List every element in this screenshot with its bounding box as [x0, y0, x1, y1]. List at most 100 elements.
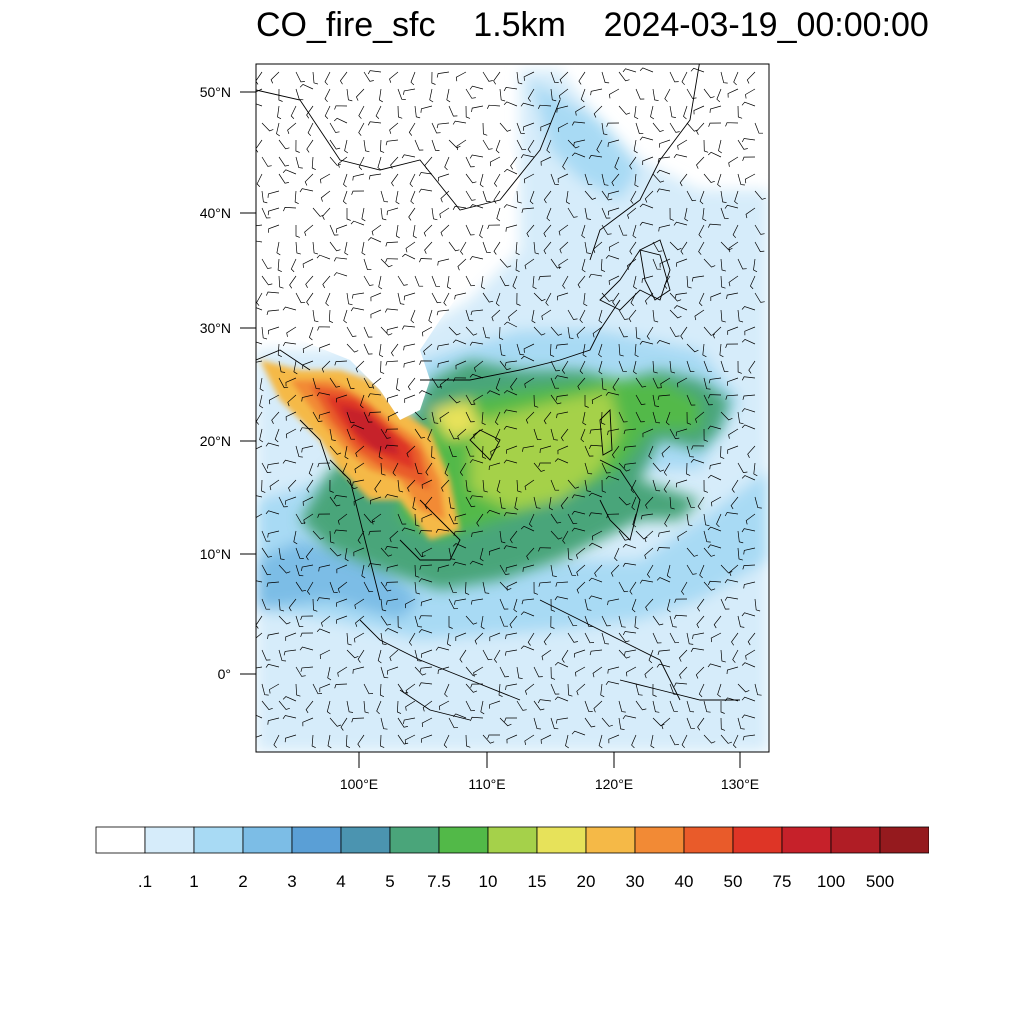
wind-barb [480, 700, 485, 715]
wind-barb [320, 190, 331, 202]
wind-barb [538, 547, 552, 552]
wind-barb [516, 71, 523, 85]
wind-barb [679, 173, 688, 187]
wind-barb [562, 275, 569, 289]
wind-barb [300, 666, 314, 672]
wind-barb [346, 292, 353, 306]
wind-barb [339, 71, 348, 85]
wind-barb [369, 496, 382, 505]
wind-barb [673, 614, 688, 620]
wind-barb [652, 394, 660, 407]
wind-barb [584, 207, 592, 220]
wind-barb [588, 273, 603, 278]
wind-barb [546, 207, 552, 222]
wind-barb [405, 700, 416, 711]
wind-barb [584, 445, 594, 457]
wind-barb [437, 258, 450, 266]
wind-barb [333, 529, 348, 534]
wind-barb [300, 632, 314, 638]
wind-barb [640, 513, 654, 520]
wind-barb [522, 445, 535, 452]
wind-barb [669, 683, 678, 695]
wind-barb [295, 241, 301, 255]
wind-barb [454, 513, 467, 522]
wind-barb [533, 717, 541, 730]
wind-barb [372, 377, 382, 389]
wind-barb [724, 579, 739, 584]
wind-barb [550, 479, 560, 491]
wind-barb [503, 459, 518, 464]
wind-barb [269, 683, 280, 694]
wind-barb [614, 156, 620, 171]
wind-barb [377, 649, 382, 664]
wind-barb [465, 88, 476, 99]
wind-barb [611, 445, 620, 459]
wind-barb [358, 156, 365, 171]
wind-barb [288, 479, 297, 492]
wind-barb [578, 71, 586, 85]
wind-barb [513, 598, 518, 613]
wind-barb [397, 479, 404, 493]
wind-barb [385, 139, 399, 146]
wind-barb [618, 343, 624, 357]
wind-barb [566, 190, 570, 205]
wind-barb [385, 581, 399, 587]
wind-barb [697, 717, 705, 731]
wind-barb [690, 647, 705, 652]
wind-barb [447, 275, 452, 290]
wind-barb [753, 258, 758, 273]
wind-barb [673, 682, 688, 687]
wind-barb [363, 411, 373, 423]
wind-barb [567, 479, 580, 489]
wind-barb [436, 309, 450, 316]
wind-barb [337, 666, 348, 677]
wind-barb [329, 139, 341, 150]
wind-barb [278, 275, 284, 289]
wind-barb [403, 88, 416, 95]
wind-barb [644, 530, 654, 543]
wind-barb [312, 683, 323, 695]
wind-barb [584, 173, 593, 186]
wind-barb [697, 496, 705, 510]
wind-barb [533, 428, 542, 441]
wind-barb [345, 734, 351, 749]
wind-barb [571, 510, 586, 515]
wind-barb [384, 546, 399, 550]
wind-barb [278, 173, 289, 184]
wind-barb [666, 564, 671, 579]
wind-barb [618, 326, 628, 338]
wind-barb [328, 309, 334, 324]
wind-barb [317, 513, 331, 518]
wind-barb [460, 241, 467, 255]
wind-barb [728, 241, 739, 253]
wind-barb [588, 577, 603, 583]
wind-barb [295, 71, 305, 83]
map-title: CO_fire_sfc 1.5km 2024-03-19_00:00:00 [256, 6, 929, 44]
wind-barb [546, 139, 552, 154]
wind-barb [581, 224, 586, 239]
wind-barb [720, 309, 726, 323]
wind-barb [523, 71, 535, 81]
lon-label-130e: 130°E [721, 776, 759, 792]
wind-barb [720, 207, 729, 219]
wind-barb [540, 122, 552, 132]
wind-barb [509, 530, 518, 544]
wind-barb [427, 428, 433, 443]
wind-barb [266, 462, 280, 469]
wind-barb [452, 205, 467, 210]
wind-barb [607, 207, 620, 216]
wind-barb [344, 139, 349, 154]
wind-barb [598, 360, 603, 375]
wind-barb [496, 207, 501, 222]
wind-barb [316, 392, 331, 397]
wind-barb [261, 700, 273, 711]
wind-barb [576, 564, 586, 577]
wind-barb [558, 258, 569, 269]
wind-barb [656, 577, 671, 583]
wind-barb [256, 292, 263, 306]
wind-barb [401, 253, 416, 260]
wind-barb [424, 496, 433, 510]
wind-barb [431, 207, 438, 221]
wind-barb [302, 360, 314, 369]
wind-barb [419, 564, 433, 570]
